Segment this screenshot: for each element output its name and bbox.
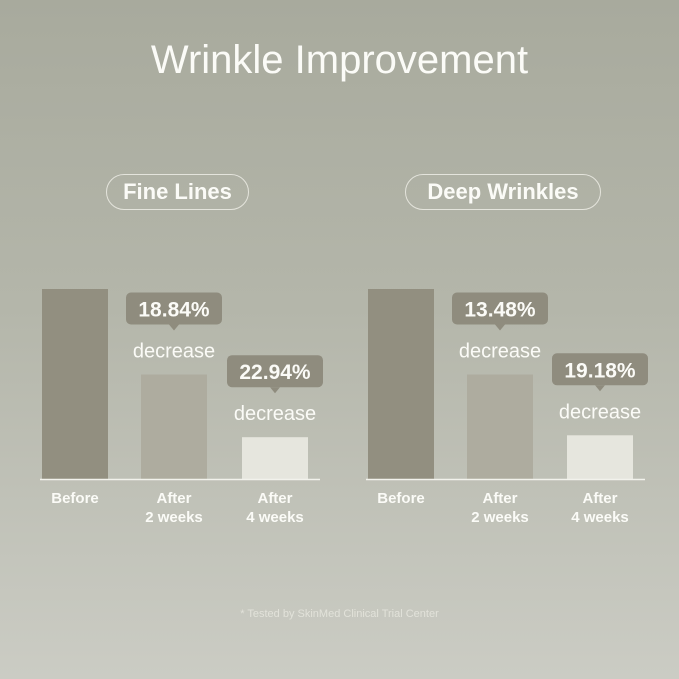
category-label: Before — [51, 490, 99, 507]
category-label: 4 weeks — [246, 509, 304, 526]
callout-box — [227, 355, 323, 388]
data-label-value: 13.48% — [464, 299, 536, 322]
bar — [42, 289, 108, 479]
category-label: 4 weeks — [571, 509, 629, 526]
callout-pointer — [169, 324, 179, 331]
data-label-value: 19.18% — [564, 359, 636, 382]
category-label: 2 weeks — [471, 509, 529, 526]
callout-box — [552, 353, 648, 386]
callout-pointer — [270, 387, 280, 394]
category-label: After — [257, 490, 292, 507]
bar — [368, 289, 434, 479]
footnote: * Tested by SkinMed Clinical Trial Cente… — [240, 608, 439, 620]
category-label: 2 weeks — [145, 509, 203, 526]
page-title: Wrinkle Improvement — [150, 38, 529, 82]
category-label: After — [482, 490, 517, 507]
callout-pointer — [495, 324, 505, 331]
data-label-value: 22.94% — [239, 361, 311, 384]
category-label: After — [156, 490, 191, 507]
data-label-text: decrease — [559, 401, 641, 423]
data-label-value: 18.84% — [138, 299, 210, 322]
data-label-text: decrease — [234, 403, 316, 425]
bar — [242, 437, 308, 479]
callout-box — [126, 292, 222, 325]
bar — [567, 435, 633, 479]
callout-pointer — [595, 385, 605, 392]
bar — [141, 374, 207, 479]
chart-title-fine-lines: Fine Lines — [106, 174, 249, 210]
category-label: Before — [377, 490, 425, 507]
data-label-text: decrease — [459, 341, 541, 363]
callout-box — [452, 292, 548, 325]
bar — [467, 374, 533, 479]
data-label-text: decrease — [133, 341, 215, 363]
chart-title-deep-wrinkles: Deep Wrinkles — [405, 174, 601, 210]
category-label: After — [582, 490, 617, 507]
